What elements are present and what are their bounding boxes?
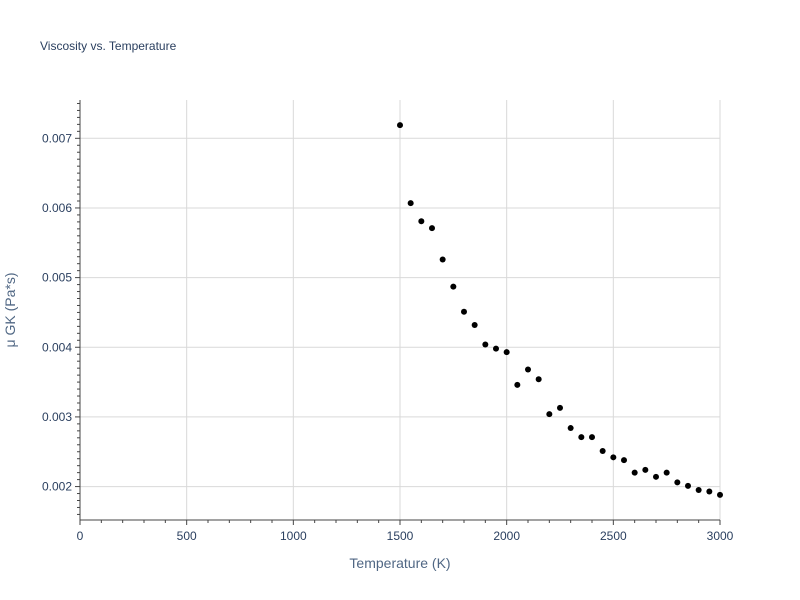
y-axis-title: μ GK (Pa*s): [2, 273, 18, 348]
data-point: [610, 454, 617, 461]
x-tick-label: 1500: [387, 529, 414, 543]
x-axis-title: Temperature (K): [349, 555, 450, 571]
data-point: [706, 488, 713, 495]
x-tick-label: 3000: [707, 529, 734, 543]
x-tick-label: 500: [177, 529, 197, 543]
data-point: [674, 479, 681, 486]
data-point: [589, 434, 595, 441]
y-tick-label: 0.007: [42, 131, 72, 145]
y-tick-label: 0.003: [42, 410, 72, 424]
data-point: [557, 404, 563, 411]
data-point: [578, 434, 585, 441]
data-point: [535, 376, 542, 383]
data-point: [642, 466, 649, 473]
y-tick-label: 0.002: [42, 480, 72, 494]
x-tick-label: 0: [77, 529, 84, 543]
data-point: [599, 448, 606, 455]
data-point: [503, 349, 510, 356]
x-tick-label: 1000: [280, 529, 307, 543]
data-point: [429, 225, 435, 232]
data-point: [525, 366, 531, 373]
data-point: [567, 425, 574, 432]
chart-title: Viscosity vs. Temperature: [40, 39, 177, 53]
data-point: [439, 256, 446, 263]
data-point: [514, 381, 521, 388]
data-point: [493, 345, 499, 352]
data-point: [546, 411, 553, 418]
data-point: [461, 308, 467, 315]
data-point: [482, 341, 489, 348]
data-point: [653, 473, 659, 480]
data-points: [397, 122, 723, 498]
y-tick-label: 0.005: [42, 271, 72, 285]
x-tick-label: 2500: [600, 529, 627, 543]
data-point: [663, 469, 670, 476]
data-point: [471, 321, 478, 328]
data-point: [450, 283, 457, 290]
data-point: [695, 487, 702, 494]
data-point: [621, 457, 627, 464]
grid: [80, 100, 721, 520]
data-point: [717, 491, 723, 498]
axes: 0 500 1000 1500 2000 2500 3000 0.002 0.003 0.004 0…: [42, 100, 734, 543]
x-tick-label: 2000: [493, 529, 520, 543]
y-tick-label: 0.006: [42, 201, 72, 215]
data-point: [418, 218, 425, 225]
data-point: [397, 122, 403, 129]
data-point: [631, 469, 638, 476]
data-point: [407, 200, 414, 207]
data-point: [685, 482, 691, 489]
y-tick-label: 0.004: [42, 340, 72, 354]
